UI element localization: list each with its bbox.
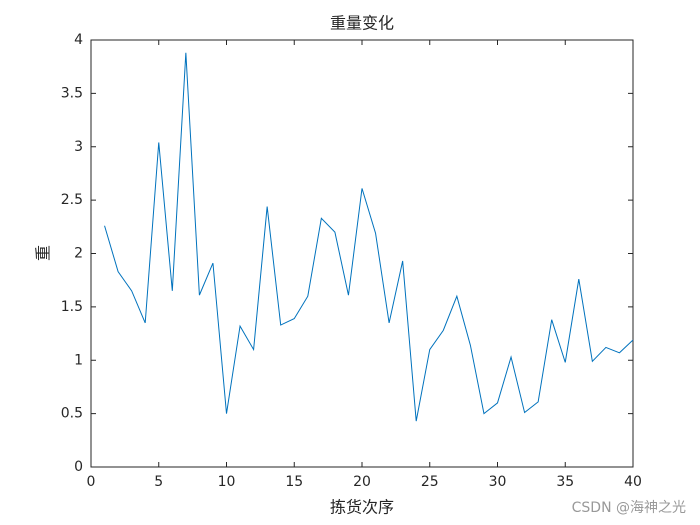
y-tick-label: 0.5 bbox=[61, 406, 83, 422]
y-tick-label: 1 bbox=[74, 352, 83, 368]
axes-box bbox=[90, 39, 634, 468]
y-axis-label: 重 bbox=[34, 245, 53, 261]
y-tick-label: 2.5 bbox=[61, 192, 83, 208]
x-tick-label: 20 bbox=[353, 474, 371, 490]
y-tick-label: 4 bbox=[74, 32, 83, 48]
y-tick-label: 0 bbox=[74, 459, 83, 475]
x-tick-label: 35 bbox=[556, 474, 574, 490]
x-axis-label: 拣货次序 bbox=[330, 498, 394, 517]
chart-title: 重量变化 bbox=[330, 14, 394, 33]
watermark: CSDN @海神之光 bbox=[572, 500, 686, 516]
y-tick-label: 1.5 bbox=[61, 299, 83, 315]
line-series bbox=[104, 52, 634, 422]
y-tick-label: 3.5 bbox=[61, 85, 83, 101]
y-tick-label: 2 bbox=[74, 246, 83, 262]
x-tick-label: 10 bbox=[218, 474, 236, 490]
x-tick-label: 5 bbox=[154, 474, 163, 490]
x-tick-label: 15 bbox=[285, 474, 303, 490]
y-tick-label: 3 bbox=[74, 139, 83, 155]
x-tick-label: 30 bbox=[489, 474, 507, 490]
x-tick-label: 0 bbox=[87, 474, 96, 490]
x-tick-label: 40 bbox=[624, 474, 642, 490]
x-tick-label: 25 bbox=[421, 474, 439, 490]
